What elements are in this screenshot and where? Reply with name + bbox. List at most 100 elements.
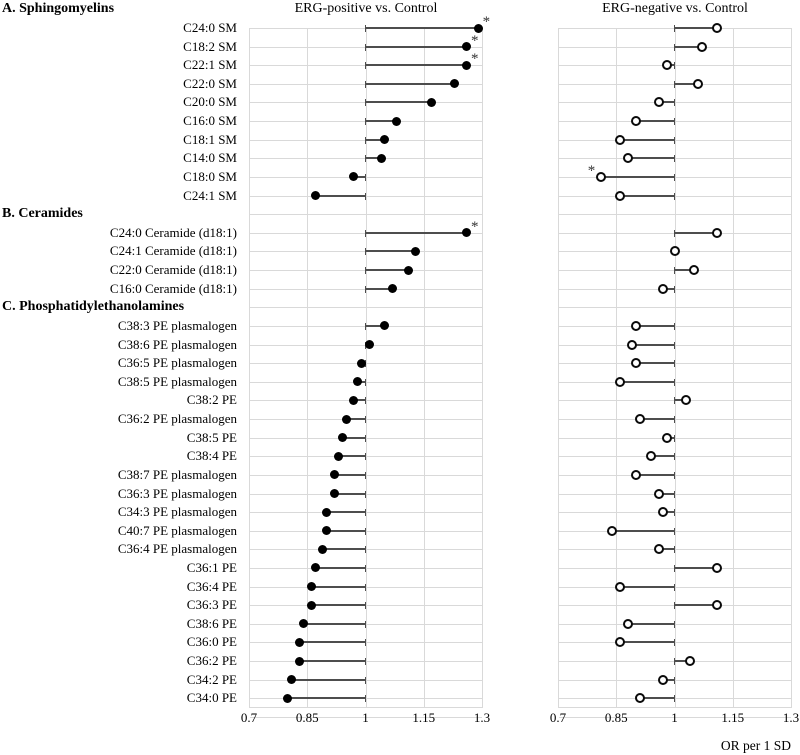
row-label: C22:0 SM bbox=[183, 76, 237, 91]
data-point-filled bbox=[329, 489, 339, 498]
data-point-filled bbox=[461, 228, 471, 238]
stem-line bbox=[365, 83, 455, 85]
data-point-filled bbox=[349, 395, 359, 405]
stem-baseline-cap bbox=[364, 434, 367, 442]
stem-line bbox=[662, 511, 675, 513]
data-point-filled bbox=[306, 600, 316, 610]
data-point-filled bbox=[376, 153, 386, 163]
horizontal-gridline bbox=[250, 307, 482, 308]
stem-baseline-cap bbox=[364, 247, 367, 255]
row-label: C34:0 PE bbox=[186, 690, 237, 705]
panel-title-erg-negative: ERG-negative vs. Control bbox=[602, 1, 748, 16]
stem-line bbox=[662, 288, 675, 290]
row-label: C20:0 SM bbox=[183, 94, 237, 109]
stem-baseline-cap bbox=[673, 415, 676, 423]
stem-line bbox=[658, 101, 675, 103]
data-point-filled bbox=[388, 284, 398, 294]
stem-line bbox=[620, 586, 675, 588]
stem-baseline-cap bbox=[364, 61, 367, 69]
stem-line bbox=[674, 27, 718, 29]
vertical-gridline bbox=[616, 28, 617, 707]
data-point-filled bbox=[337, 433, 347, 443]
stem-baseline-cap bbox=[364, 471, 367, 479]
stem-line bbox=[600, 176, 675, 178]
data-point-open bbox=[696, 41, 707, 52]
data-point-open bbox=[712, 23, 723, 33]
stem-baseline-cap bbox=[364, 638, 367, 646]
row-label: C24:0 SM bbox=[183, 20, 237, 35]
stem-baseline-cap bbox=[673, 620, 676, 628]
data-point-filled bbox=[341, 414, 351, 424]
row-label: C38:5 PE bbox=[186, 430, 237, 445]
significance-star: * bbox=[482, 14, 491, 30]
stem-baseline-cap bbox=[673, 657, 676, 665]
stem-line bbox=[620, 195, 675, 197]
stem-line bbox=[674, 567, 718, 569]
stem-line bbox=[315, 195, 366, 197]
data-point-open bbox=[712, 600, 723, 611]
stem-baseline-cap bbox=[673, 359, 676, 367]
data-point-open bbox=[630, 469, 641, 480]
stem-baseline-cap bbox=[364, 266, 367, 274]
data-point-open bbox=[622, 153, 633, 164]
x-tick-label: 1.3 bbox=[782, 710, 800, 725]
stem-line bbox=[635, 120, 675, 122]
stem-line bbox=[658, 548, 675, 550]
stem-line bbox=[365, 46, 467, 48]
data-point-open bbox=[626, 339, 637, 350]
stem-baseline-cap bbox=[673, 24, 676, 32]
data-point-open bbox=[712, 562, 723, 573]
stem-baseline-cap bbox=[673, 117, 676, 125]
stem-baseline-cap bbox=[364, 396, 367, 404]
data-point-open bbox=[646, 451, 657, 462]
stem-line bbox=[291, 679, 366, 681]
stem-line bbox=[620, 381, 675, 383]
vertical-gridline bbox=[733, 28, 734, 707]
stem-baseline-cap bbox=[364, 508, 367, 516]
group-header: C. Phosphatidylethanolamines bbox=[2, 299, 185, 314]
row-label: C16:0 Ceramide (d18:1) bbox=[109, 281, 237, 296]
stem-line bbox=[674, 83, 698, 85]
data-point-filled bbox=[427, 97, 437, 107]
stem-baseline-cap bbox=[673, 341, 676, 349]
row-label: C36:2 PE bbox=[186, 653, 237, 668]
data-point-filled bbox=[287, 675, 297, 685]
stem-baseline-cap bbox=[673, 322, 676, 330]
panel-title-erg-positive: ERG-positive vs. Control bbox=[294, 1, 438, 16]
row-label: C38:6 PE bbox=[186, 616, 237, 631]
group-header: B. Ceramides bbox=[2, 206, 83, 221]
stem-line bbox=[365, 64, 467, 66]
data-point-filled bbox=[380, 321, 390, 331]
stem-line bbox=[365, 120, 397, 122]
row-label: C14:0 SM bbox=[183, 150, 237, 165]
row-label: C36:4 PE plasmalogen bbox=[117, 541, 237, 556]
data-point-open bbox=[688, 265, 699, 276]
x-tick-label: 0.7 bbox=[549, 710, 567, 725]
stem-baseline-cap bbox=[673, 80, 676, 88]
data-point-filled bbox=[322, 526, 332, 536]
stem-line bbox=[635, 474, 675, 476]
data-point-filled bbox=[461, 42, 471, 52]
row-label: C18:0 SM bbox=[183, 169, 237, 184]
stem-baseline-cap bbox=[364, 229, 367, 237]
stem-baseline-cap bbox=[673, 583, 676, 591]
row-label: C36:1 PE bbox=[186, 560, 237, 575]
stem-baseline-cap bbox=[364, 117, 367, 125]
stem-baseline-cap bbox=[364, 620, 367, 628]
row-label: C36:2 PE plasmalogen bbox=[117, 411, 237, 426]
stem-line bbox=[365, 232, 467, 234]
data-point-filled bbox=[364, 340, 374, 350]
x-axis-label: OR per 1 SD bbox=[720, 738, 791, 753]
stem-baseline-cap bbox=[673, 527, 676, 535]
data-point-open bbox=[692, 78, 703, 89]
stem-baseline-cap bbox=[673, 676, 676, 684]
stem-baseline-cap bbox=[673, 508, 676, 516]
data-point-open bbox=[607, 525, 618, 536]
stem-baseline-cap bbox=[673, 136, 676, 144]
stem-line bbox=[365, 157, 382, 159]
horizontal-gridline bbox=[559, 307, 791, 308]
stem-baseline-cap bbox=[364, 415, 367, 423]
horizontal-gridline bbox=[559, 717, 791, 718]
data-point-filled bbox=[329, 470, 339, 480]
data-point-open bbox=[653, 97, 664, 108]
